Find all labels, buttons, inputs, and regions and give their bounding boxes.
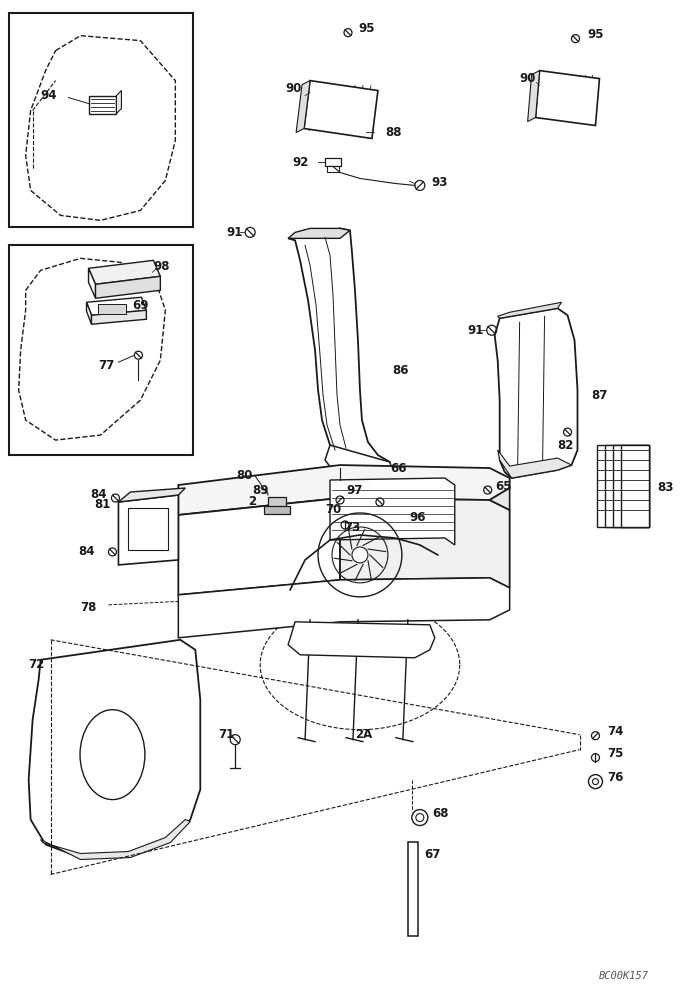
Text: 70: 70 xyxy=(325,503,341,516)
Text: 88: 88 xyxy=(385,126,401,139)
Text: 92: 92 xyxy=(292,156,309,169)
Circle shape xyxy=(352,547,368,563)
Polygon shape xyxy=(95,276,160,298)
Polygon shape xyxy=(288,228,390,465)
Bar xyxy=(9,13,193,227)
Text: 2: 2 xyxy=(248,495,256,508)
Text: 95: 95 xyxy=(358,22,375,35)
Text: 66: 66 xyxy=(390,462,407,475)
Text: 87: 87 xyxy=(592,389,608,402)
Text: 90: 90 xyxy=(285,82,301,95)
Polygon shape xyxy=(536,71,600,126)
Polygon shape xyxy=(88,268,95,298)
Bar xyxy=(605,445,649,527)
Polygon shape xyxy=(296,81,310,133)
Text: 86: 86 xyxy=(392,364,409,377)
Bar xyxy=(9,245,193,455)
Polygon shape xyxy=(88,96,116,114)
Text: 67: 67 xyxy=(424,848,440,861)
Text: 84: 84 xyxy=(90,488,107,501)
Text: 94: 94 xyxy=(41,89,57,102)
Bar xyxy=(99,304,126,314)
Text: 93: 93 xyxy=(432,176,448,189)
Text: 78: 78 xyxy=(80,601,97,614)
Text: 84: 84 xyxy=(78,545,95,558)
Text: 68: 68 xyxy=(432,807,448,820)
Polygon shape xyxy=(86,297,146,315)
Text: 65: 65 xyxy=(496,480,512,493)
Bar xyxy=(264,506,290,514)
Text: 91: 91 xyxy=(226,226,243,239)
Polygon shape xyxy=(116,91,122,114)
Polygon shape xyxy=(178,578,509,638)
Polygon shape xyxy=(118,488,186,502)
Text: 71: 71 xyxy=(218,728,235,741)
Polygon shape xyxy=(178,465,509,515)
Text: 77: 77 xyxy=(99,359,115,372)
Polygon shape xyxy=(288,228,350,238)
Text: 97: 97 xyxy=(346,484,362,497)
Text: 2A: 2A xyxy=(355,728,372,741)
Text: 80: 80 xyxy=(236,469,252,482)
Text: 74: 74 xyxy=(607,725,624,738)
Polygon shape xyxy=(88,260,160,284)
Text: 76: 76 xyxy=(607,771,624,784)
Text: 69: 69 xyxy=(133,299,149,312)
Polygon shape xyxy=(288,622,435,658)
Polygon shape xyxy=(498,302,562,318)
Bar xyxy=(129,508,169,550)
Polygon shape xyxy=(330,478,455,545)
Text: 81: 81 xyxy=(95,498,111,511)
Polygon shape xyxy=(325,445,395,490)
Polygon shape xyxy=(118,495,178,565)
Bar xyxy=(408,842,418,936)
Polygon shape xyxy=(304,81,378,139)
Bar xyxy=(268,497,286,509)
Text: 73: 73 xyxy=(344,521,360,534)
Text: 72: 72 xyxy=(29,658,45,671)
Polygon shape xyxy=(490,488,509,510)
Polygon shape xyxy=(178,498,340,595)
Bar xyxy=(598,445,649,527)
Polygon shape xyxy=(41,820,190,859)
Text: 95: 95 xyxy=(588,28,604,41)
Polygon shape xyxy=(494,308,577,478)
Text: 82: 82 xyxy=(558,439,574,452)
Polygon shape xyxy=(86,302,92,324)
Bar xyxy=(613,445,649,527)
Polygon shape xyxy=(498,450,571,478)
Bar xyxy=(622,445,649,527)
Polygon shape xyxy=(528,71,540,122)
Bar xyxy=(325,158,341,166)
Text: 98: 98 xyxy=(154,260,170,273)
Text: 91: 91 xyxy=(468,324,484,337)
Text: 89: 89 xyxy=(252,484,269,497)
Bar xyxy=(327,166,339,172)
Text: 90: 90 xyxy=(520,72,536,85)
Text: 83: 83 xyxy=(658,481,674,494)
Polygon shape xyxy=(92,310,146,324)
Polygon shape xyxy=(340,498,509,588)
Text: 96: 96 xyxy=(410,511,426,524)
Text: 75: 75 xyxy=(607,747,624,760)
Text: BC00K157: BC00K157 xyxy=(599,971,649,981)
Polygon shape xyxy=(29,640,201,858)
